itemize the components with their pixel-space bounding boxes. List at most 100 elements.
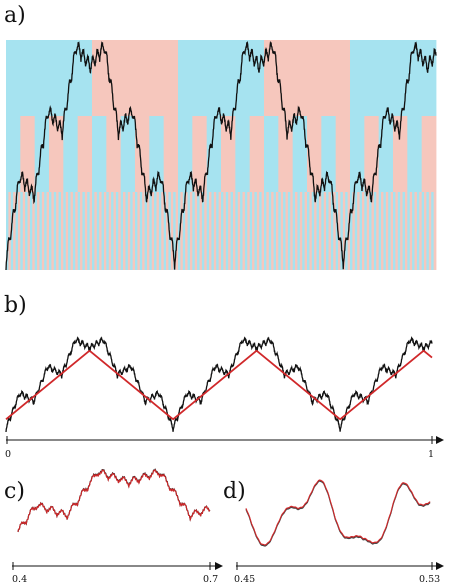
panel-a-band-cell	[390, 192, 394, 270]
panel-a-band-cell	[89, 192, 93, 270]
panel-a-band-cell	[321, 192, 325, 270]
panel-a-band-cell	[49, 192, 52, 270]
panel-a-band-cell	[323, 192, 327, 270]
panel-a-band-cell	[68, 192, 71, 270]
panel-a-band-cell	[264, 192, 267, 270]
panel-a-band-cell	[352, 192, 356, 270]
panel-a-band-cell	[318, 192, 322, 270]
panel-a-band-cell	[94, 192, 98, 270]
panel-a-band-cell	[421, 116, 437, 192]
panel-a-band-cell	[433, 192, 437, 270]
panel-a-band-cell	[13, 192, 16, 270]
panel-a-band-cell	[385, 192, 389, 270]
panel-a-band-cell	[223, 192, 227, 270]
panel-a-band-cell	[58, 192, 62, 270]
panel-a-band-cell	[271, 192, 274, 270]
panel-a-band-cell	[22, 192, 26, 270]
panel-a-band-cell	[106, 192, 110, 270]
panel-a-band-cell	[393, 116, 408, 192]
panel-a-band-cell	[72, 192, 76, 270]
panel-a-band-cell	[407, 192, 411, 270]
panel-b-axis-max-label: 1	[428, 449, 434, 460]
panel-a-band-cell	[395, 192, 399, 270]
panel-c-trend-line	[17, 468, 211, 532]
panel-a-band-cell	[34, 192, 38, 270]
panel-a-band-cell	[206, 116, 222, 192]
panel-a-band-cell	[101, 192, 105, 270]
panel-a-band-cell	[357, 192, 360, 270]
panel-a-band-cell	[197, 192, 200, 270]
panel-a-band-cell	[419, 192, 423, 270]
panel-a-band-cell	[82, 192, 86, 270]
panel-a-band-cell	[120, 192, 124, 270]
panel-a-band-cell	[338, 192, 341, 270]
panel-a-band-cell	[328, 192, 332, 270]
panel-a-band-cell	[87, 192, 91, 270]
panel-a-band-cell	[364, 192, 368, 270]
panel-a-band-cell	[146, 192, 150, 270]
panel-a-band-cell	[213, 192, 217, 270]
panel-a-band-cell	[25, 192, 28, 270]
panel-a-band-cell	[39, 192, 43, 270]
panel-a-band-cell	[350, 40, 437, 116]
panel-a-band-cell	[34, 116, 50, 192]
panel-a-band-cell	[321, 116, 337, 192]
panel-a-band-cell	[292, 116, 308, 192]
panel-a-band-cell	[240, 192, 243, 270]
panel-a-band-cell	[192, 116, 208, 192]
panel-a-band-cell	[163, 116, 179, 192]
panel-a-band-cell	[302, 192, 306, 270]
panel-a-band-cell	[10, 192, 14, 270]
panel-a-band-cell	[342, 192, 346, 270]
panel-a-band-cell	[297, 192, 301, 270]
panel-a-band-cell	[225, 192, 229, 270]
panel-a-band-cell	[84, 192, 88, 270]
panel-a-band-cell	[132, 192, 136, 270]
panel-a-band-cell	[252, 192, 255, 270]
panel-a-band-cell	[173, 192, 177, 270]
panel-a-band-cell	[96, 192, 100, 270]
panel-a-band-cell	[113, 192, 117, 270]
panel-a-band-cell	[364, 116, 380, 192]
panel-a-band-cell	[70, 192, 74, 270]
panel-a-band-cell	[53, 192, 57, 270]
panel-a-band-cell	[201, 192, 205, 270]
panel-a-band-cell	[154, 192, 157, 270]
panel-c-curve	[17, 468, 211, 533]
panel-a-band-cell	[216, 192, 220, 270]
panel-a-band-cell	[326, 192, 329, 270]
panel-a-band-cell	[151, 192, 155, 270]
panel-a-band-cell	[235, 192, 239, 270]
panel-a-band-cell	[37, 192, 40, 270]
panel-a-band-cell	[189, 192, 193, 270]
panel-a-band-cell	[266, 192, 270, 270]
panel-a-band-cell	[359, 192, 363, 270]
panel-a-band-cell	[254, 192, 258, 270]
panel-a-band-cell	[17, 192, 21, 270]
panel-a-band-cell	[381, 192, 384, 270]
panel-a-band-cell	[149, 116, 165, 192]
panel-a-band-cell	[27, 192, 31, 270]
panel-a-band-cell	[49, 116, 64, 192]
panel-a-band-cell	[235, 116, 251, 192]
panel-a-band-cell	[247, 192, 251, 270]
panel-a-band-cell	[182, 192, 186, 270]
panel-a-band-cell	[287, 192, 291, 270]
panel-a-band-cell	[65, 192, 69, 270]
panel-a-band-cell	[278, 192, 282, 270]
panel-a-band-cell	[316, 192, 320, 270]
panel-a-band-cell	[175, 192, 179, 270]
panel-a-band-cell	[194, 192, 198, 270]
panel-a-band-cell	[137, 192, 141, 270]
panel-c-axis-min-label: 0.4	[12, 574, 27, 585]
panel-a-band-cell	[211, 192, 215, 270]
panel-a-band-cell	[192, 192, 196, 270]
panel-b-label: b)	[4, 293, 27, 318]
panel-a-band-cell	[407, 116, 423, 192]
panel-a-band-cell	[393, 192, 396, 270]
panel-a-band-cell	[185, 192, 188, 270]
panel-a-band-cell	[261, 192, 265, 270]
panel-a-band-cell	[163, 192, 167, 270]
panel-a-band-cell	[230, 192, 234, 270]
